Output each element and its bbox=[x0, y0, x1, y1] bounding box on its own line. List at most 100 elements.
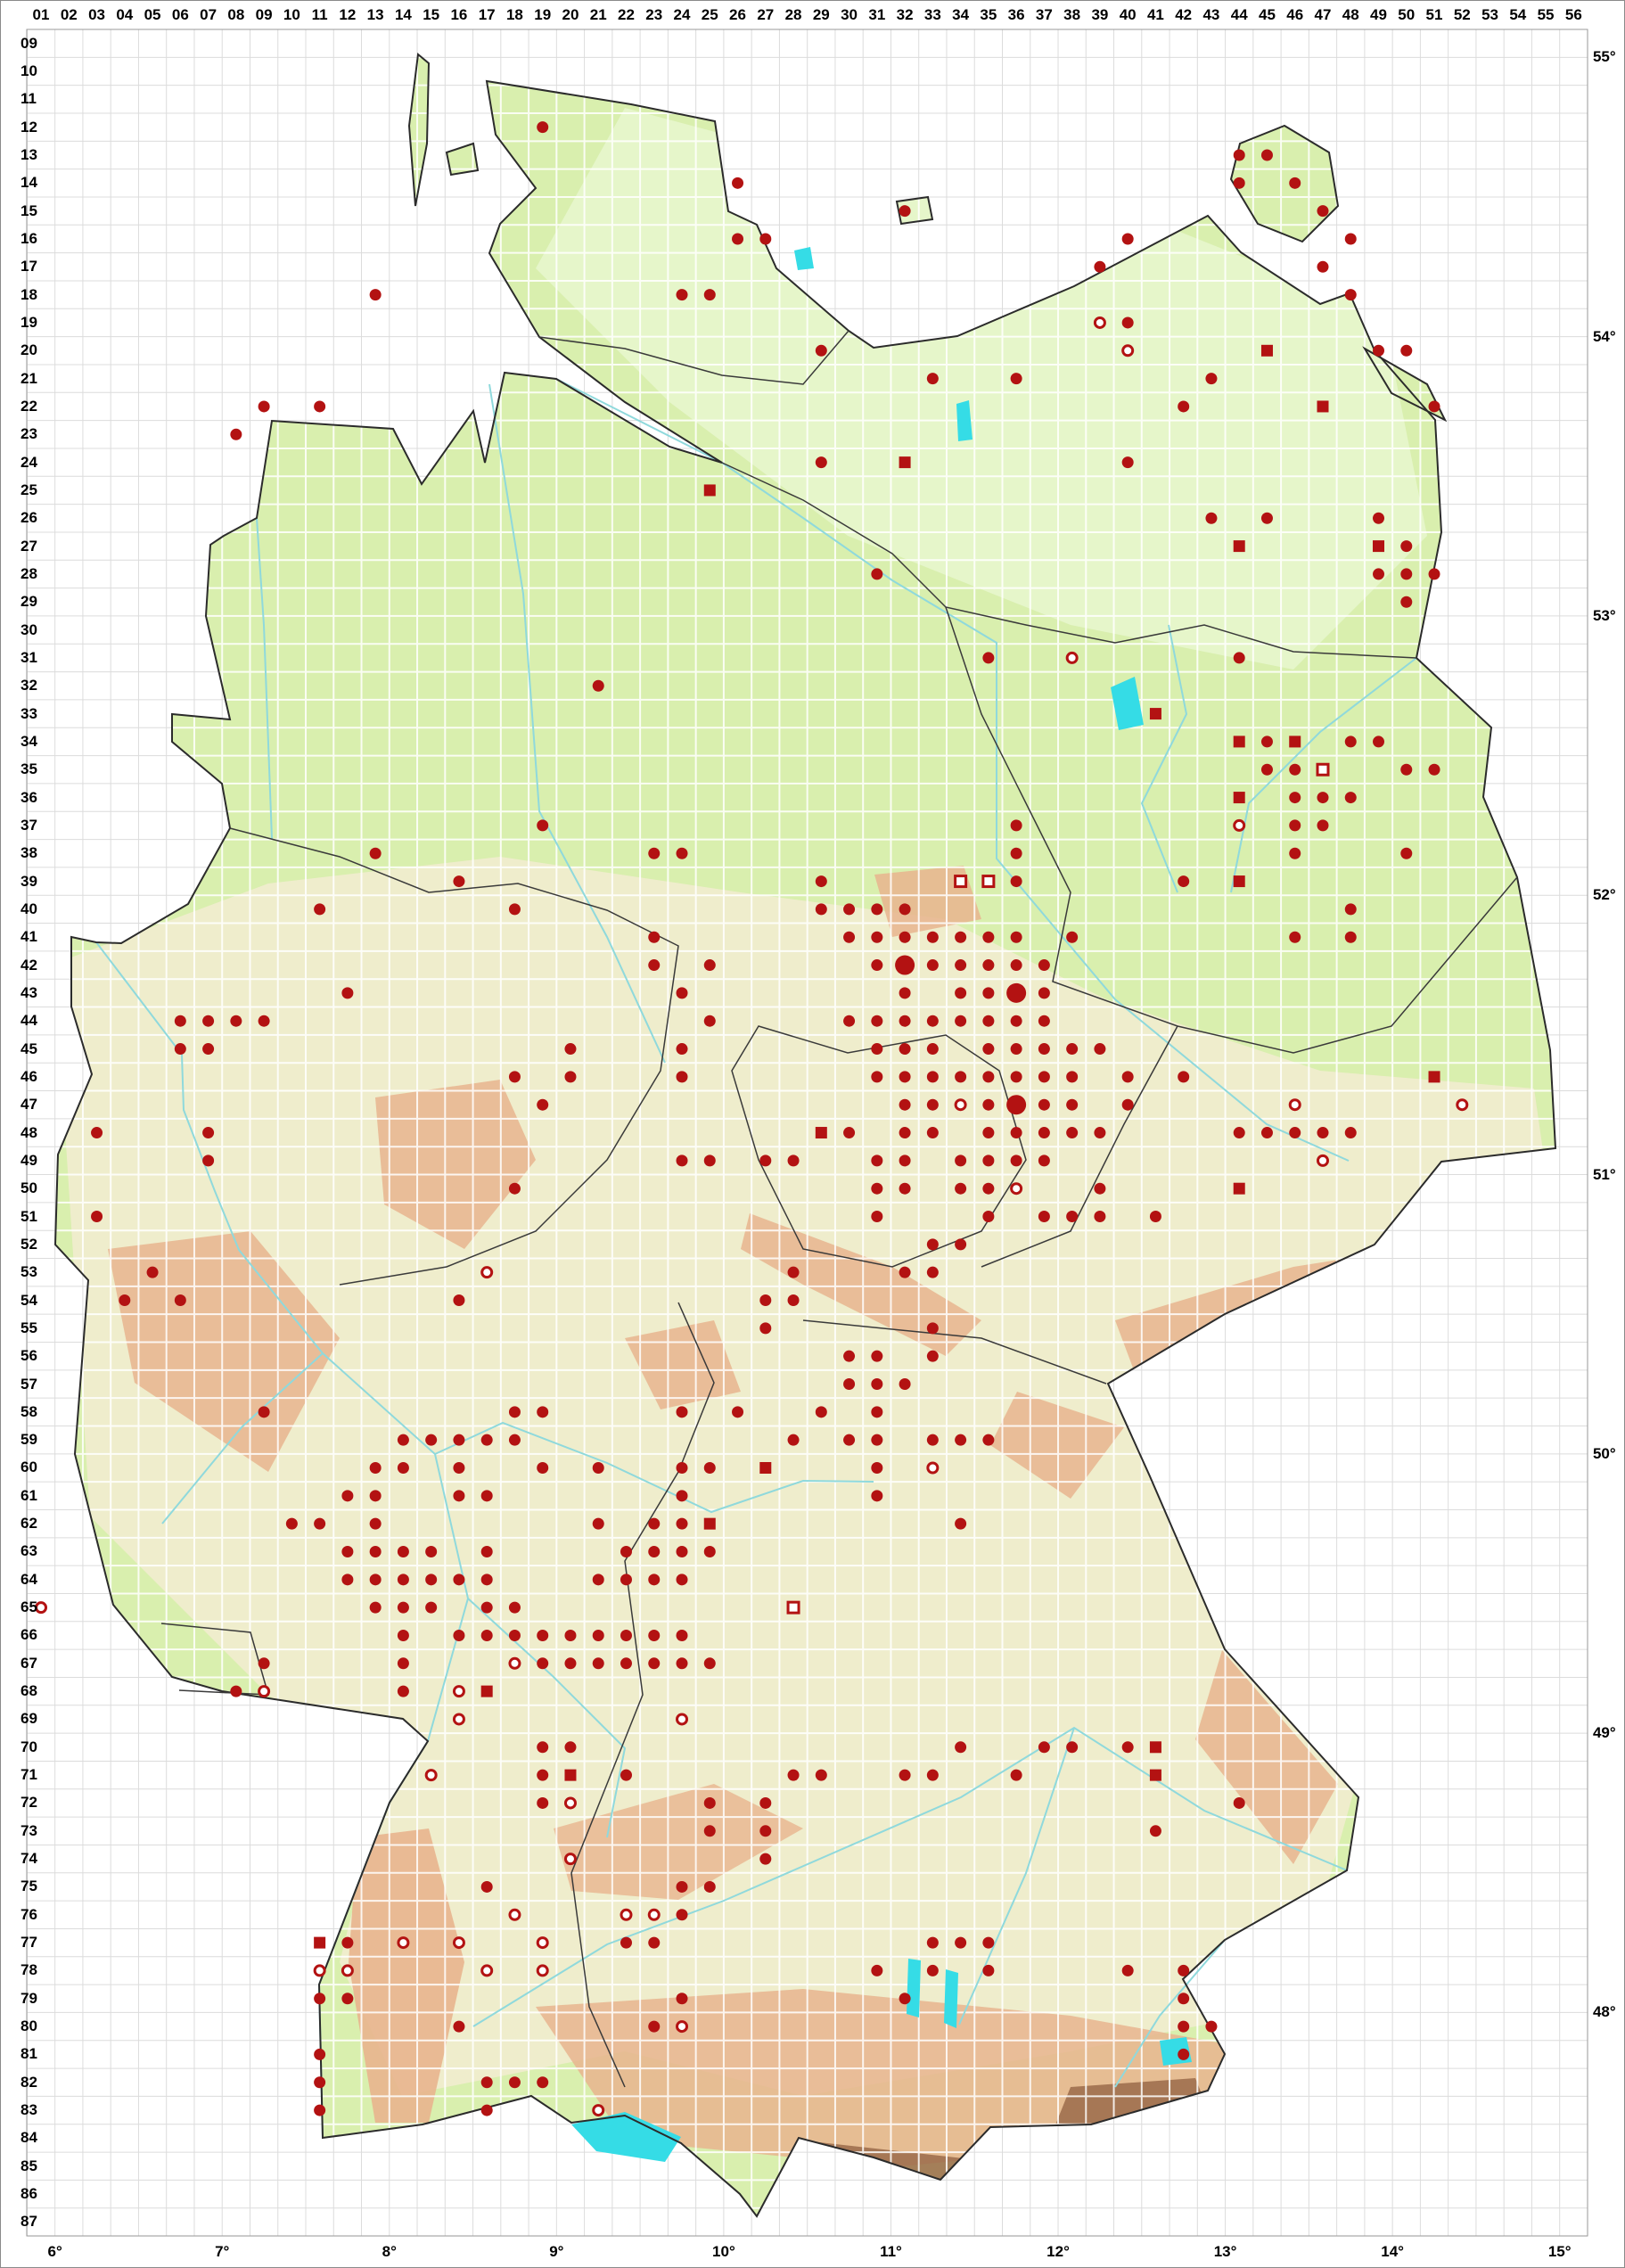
record-dot bbox=[1010, 1043, 1022, 1056]
record-dot bbox=[787, 1434, 800, 1446]
grid-column-label: 51 bbox=[1425, 6, 1443, 23]
record-dot bbox=[397, 1574, 409, 1586]
record-dot bbox=[537, 1406, 549, 1418]
record-dot bbox=[1121, 1964, 1134, 1976]
record-dot bbox=[508, 2076, 521, 2089]
record-dot bbox=[676, 1993, 688, 2005]
grid-column-label: 35 bbox=[980, 6, 997, 23]
record-dot bbox=[1344, 233, 1357, 245]
record-dot bbox=[1121, 1098, 1134, 1111]
grid-column-label: 26 bbox=[729, 6, 746, 23]
record-dot bbox=[1149, 1825, 1161, 1837]
latitude-label: 48° bbox=[1592, 2003, 1616, 2021]
record-dot bbox=[815, 456, 827, 469]
grid-column-label: 28 bbox=[784, 6, 802, 23]
record-dot bbox=[676, 987, 688, 999]
record-dot bbox=[258, 1015, 270, 1027]
grid-row-label: 43 bbox=[21, 983, 37, 1001]
record-dot bbox=[703, 1825, 716, 1837]
record-dot bbox=[1289, 792, 1301, 804]
record-dot bbox=[676, 289, 688, 301]
record-square bbox=[1373, 540, 1385, 553]
grid-row-label: 20 bbox=[21, 341, 37, 359]
record-open-circle bbox=[1121, 344, 1135, 357]
record-dot bbox=[1010, 959, 1022, 972]
record-dot bbox=[1344, 792, 1357, 804]
grid-row-label: 10 bbox=[21, 62, 37, 79]
record-dot bbox=[369, 1461, 382, 1474]
record-open-circle bbox=[480, 1266, 494, 1279]
record-dot bbox=[453, 875, 465, 888]
record-dot bbox=[453, 1434, 465, 1446]
record-dot bbox=[202, 1015, 215, 1027]
grid-row-label: 72 bbox=[21, 1794, 37, 1812]
record-dot bbox=[314, 903, 326, 916]
grid-column-label: 41 bbox=[1146, 6, 1164, 23]
record-dot bbox=[1121, 456, 1134, 469]
record-dot bbox=[369, 1490, 382, 1502]
record-dot bbox=[899, 1043, 911, 1056]
record-dot bbox=[453, 1294, 465, 1307]
record-open-circle bbox=[452, 1936, 465, 1950]
grid-row-label: 33 bbox=[21, 704, 37, 722]
markers-layer bbox=[35, 121, 1469, 2117]
grid-row-label: 38 bbox=[21, 844, 37, 862]
record-dot bbox=[648, 1629, 661, 1641]
grid-column-label: 06 bbox=[171, 6, 189, 23]
latitude-label: 54° bbox=[1592, 327, 1616, 345]
record-dot bbox=[759, 1825, 772, 1837]
record-dot bbox=[1373, 735, 1385, 748]
record-dot bbox=[871, 959, 883, 972]
grid-row-label: 35 bbox=[21, 760, 37, 778]
record-dot bbox=[926, 959, 939, 972]
record-dot bbox=[1038, 1155, 1050, 1167]
record-dot bbox=[1038, 1071, 1050, 1083]
lake-starnberg bbox=[944, 1969, 958, 2028]
record-dot bbox=[1317, 819, 1329, 832]
record-dot bbox=[1066, 1211, 1079, 1223]
record-square bbox=[1233, 1182, 1245, 1195]
record-dot bbox=[732, 233, 744, 245]
record-dot bbox=[1010, 847, 1022, 859]
record-dot bbox=[537, 2076, 549, 2089]
record-square bbox=[1428, 1071, 1440, 1083]
longitude-label: 15° bbox=[1547, 2243, 1572, 2261]
record-dot bbox=[648, 1574, 661, 1586]
record-dot bbox=[871, 1350, 883, 1362]
grid-column-label: 12 bbox=[339, 6, 357, 23]
record-dot bbox=[592, 1461, 604, 1474]
record-dot bbox=[1400, 344, 1413, 357]
record-open-circle bbox=[536, 1964, 549, 1977]
record-dot bbox=[508, 1601, 521, 1614]
record-dot bbox=[1289, 931, 1301, 943]
record-dot bbox=[648, 959, 661, 972]
record-dot bbox=[480, 1629, 493, 1641]
record-dot bbox=[676, 1880, 688, 1893]
record-dot bbox=[648, 847, 661, 859]
record-dot bbox=[759, 1796, 772, 1809]
record-dot bbox=[843, 1378, 856, 1391]
grid-column-label: 23 bbox=[645, 6, 663, 23]
grid-row-label: 68 bbox=[21, 1682, 37, 1700]
record-dot bbox=[480, 1434, 493, 1446]
record-dot bbox=[1233, 177, 1245, 189]
grid-row-label: 60 bbox=[21, 1459, 37, 1476]
record-open-circle bbox=[341, 1964, 354, 1977]
record-square bbox=[1149, 1741, 1161, 1754]
grid-column-label: 25 bbox=[701, 6, 718, 23]
grid-column-label: 05 bbox=[144, 6, 161, 23]
record-dot bbox=[285, 1517, 298, 1530]
record-dot bbox=[1205, 512, 1218, 524]
record-dot bbox=[899, 205, 911, 218]
record-dot bbox=[899, 1098, 911, 1111]
record-dot bbox=[926, 373, 939, 385]
record-dot bbox=[1260, 512, 1273, 524]
record-dot bbox=[369, 1601, 382, 1614]
grid-row-label: 37 bbox=[21, 816, 37, 834]
latitude-label: 55° bbox=[1592, 48, 1616, 66]
record-open-circle bbox=[1010, 1182, 1023, 1196]
record-open-circle bbox=[1456, 1098, 1469, 1112]
record-dot bbox=[397, 1629, 409, 1641]
record-dot bbox=[926, 1015, 939, 1027]
